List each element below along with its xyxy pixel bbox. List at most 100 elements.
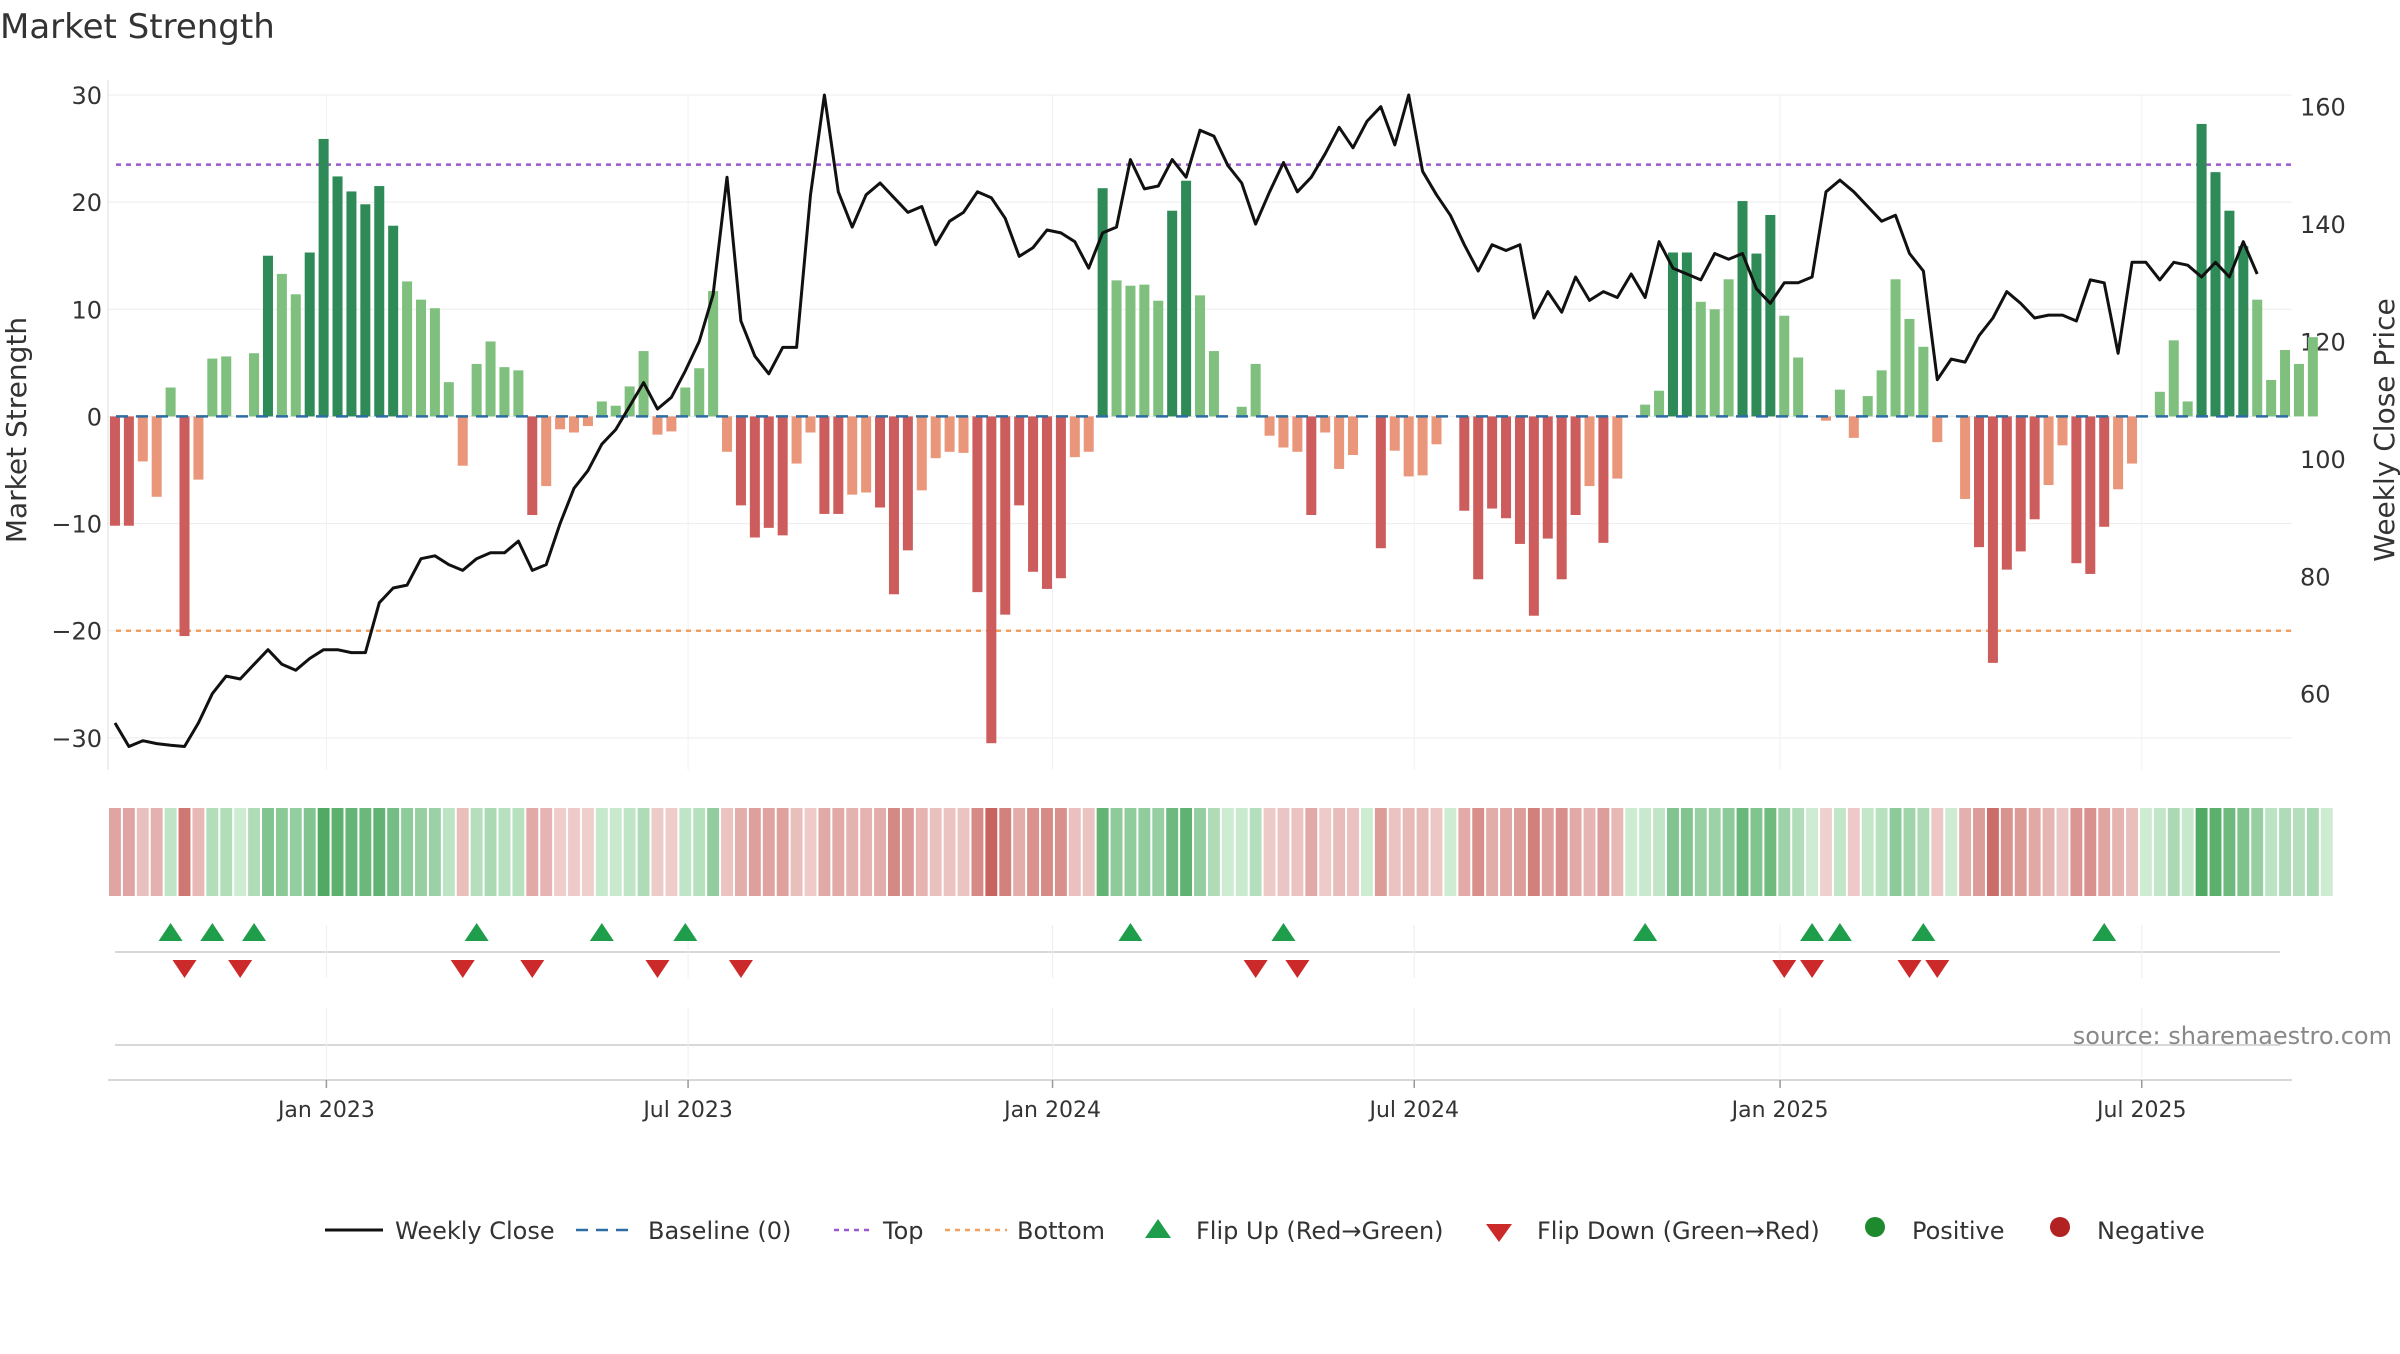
strength-bar (221, 356, 232, 417)
strength-bar (1083, 416, 1094, 452)
strength-bar (2168, 340, 2179, 417)
strength-bar (276, 273, 287, 417)
heat-strip-cell (289, 808, 302, 896)
legend-label: Flip Down (Green→Red) (1537, 1217, 1820, 1245)
strength-bar (916, 416, 927, 491)
heat-strip-cell (1486, 808, 1499, 896)
heat-strip-cell (275, 808, 288, 896)
heat-strip-cell (1235, 808, 1248, 896)
strength-bar (1779, 315, 1790, 417)
strength-bar (1890, 279, 1901, 417)
strength-bar (1528, 416, 1539, 616)
heat-strip-cell (373, 808, 386, 896)
heat-strip-cell (1513, 808, 1526, 896)
strength-bar (527, 416, 538, 515)
strength-bar (1667, 252, 1678, 417)
strength-bar (1570, 416, 1581, 515)
heat-strip-cell (470, 808, 483, 896)
x-tick-label: Jan 2025 (1730, 1098, 1829, 1123)
strength-bar (735, 416, 746, 506)
strength-bar (1014, 416, 1025, 506)
strength-bar (1431, 416, 1442, 445)
strength-bar (2057, 416, 2068, 446)
strength-bar (471, 363, 482, 417)
y-axis-label: Market Strength (0, 317, 33, 543)
strength-bar (1487, 416, 1498, 509)
y2-tick-label: 60 (2300, 681, 2331, 709)
strength-bar (569, 416, 580, 433)
legend-label: Negative (2097, 1217, 2205, 1245)
heat-strip-cell (2139, 808, 2152, 896)
heat-strip-cell (832, 808, 845, 896)
heat-strip-cell (178, 808, 191, 896)
legend-label: Flip Up (Red→Green) (1196, 1217, 1444, 1245)
strength-bar (833, 416, 844, 514)
heat-strip-cell (248, 808, 261, 896)
heat-strip-cell (637, 808, 650, 896)
strength-bar (165, 387, 176, 417)
strength-bar (1834, 389, 1845, 417)
flip-up-marker (589, 923, 614, 941)
flip-up-marker (1827, 923, 1852, 941)
heat-strip-cell (1541, 808, 1554, 896)
heat-strip-cell (1959, 808, 1972, 896)
strength-bar (1584, 416, 1595, 487)
heat-strip-cell (581, 808, 594, 896)
heat-strip-cell (1931, 808, 1944, 896)
strength-bar (2210, 172, 2221, 417)
heat-strip-cell (804, 808, 817, 896)
strength-bar (1960, 416, 1971, 499)
strength-bar (610, 405, 621, 417)
strength-bar (193, 416, 204, 480)
x-tick-label: Jan 2024 (1002, 1098, 1101, 1123)
strength-bar (1167, 210, 1178, 417)
heat-strip-cell (345, 808, 358, 896)
strength-bar (1139, 284, 1150, 417)
heat-strip-cell (1277, 808, 1290, 896)
legend-flip-down-icon (1486, 1224, 1512, 1242)
heat-strip-cell (2209, 808, 2222, 896)
heat-strip-cell (164, 808, 177, 896)
heat-strip-cell (957, 808, 970, 896)
strength-bar (1473, 416, 1484, 580)
heat-strip-cell (1750, 808, 1763, 896)
legend-label: Weekly Close (395, 1217, 555, 1245)
heat-strip-cell (109, 808, 121, 896)
source-annotation: source: sharemaestro.com (2073, 1022, 2392, 1050)
strength-bar (1514, 416, 1525, 544)
heat-strip-cell (2126, 808, 2138, 896)
strength-bar (1987, 416, 1998, 663)
flip-up-marker (200, 923, 225, 941)
heat-strip-cell (1667, 808, 1679, 896)
heat-strip-cell (192, 808, 205, 896)
y-tick-label: −10 (51, 511, 102, 539)
strength-bar (1348, 416, 1359, 455)
strength-bar (249, 353, 260, 417)
strength-bar (2015, 416, 2026, 552)
heat-strip-cell (2167, 808, 2180, 896)
heat-strip-cell (693, 808, 706, 896)
strength-bar (1751, 253, 1762, 417)
heat-strip-cell (1778, 808, 1791, 896)
strength-bar (1041, 416, 1052, 589)
strength-bar (1904, 318, 1915, 417)
heat-strip-cell (915, 808, 928, 896)
strength-bar (137, 416, 148, 462)
strength-bar (1654, 390, 1665, 417)
strength-bar (2238, 246, 2249, 417)
heat-strip-cell (136, 808, 149, 896)
heat-strip-cell (331, 808, 344, 896)
strength-bar (1501, 416, 1512, 519)
heat-strip-cell (707, 808, 720, 896)
heat-strip-cell (456, 808, 469, 896)
strength-bar (1598, 416, 1609, 543)
heat-strip-cell (1806, 808, 1819, 896)
heat-strip-cell (1792, 808, 1805, 896)
chart-title: Market Strength (0, 7, 275, 47)
heat-strip-cell (1444, 808, 1457, 896)
heat-strip-cell (1653, 808, 1666, 896)
heat-strip-cell (554, 808, 567, 896)
strength-bar (1250, 363, 1261, 417)
strength-bar (1389, 416, 1400, 451)
